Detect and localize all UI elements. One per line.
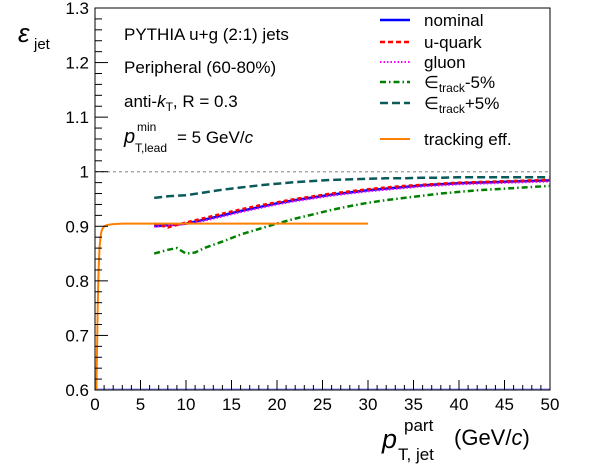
annotation-pt-p: p <box>123 126 135 148</box>
x-tick-label: 50 <box>541 395 560 414</box>
legend-track-minus-sub: track <box>439 81 466 95</box>
annotation-pt-c: c <box>245 128 254 147</box>
x-tick-label: 10 <box>177 395 196 414</box>
legend-track-plus-post: +5% <box>465 94 500 113</box>
legend-label-tracking-eff: tracking eff. <box>424 130 512 149</box>
annotation-pt-value: = 5 GeV/c <box>177 128 254 147</box>
series-line-tracking-eff <box>95 222 368 391</box>
annotation-generator: PYTHIA u+g (2:1) jets <box>124 25 289 44</box>
x-tick-label: 40 <box>450 395 469 414</box>
x-tick-label: 15 <box>222 395 241 414</box>
x-tick-label: 25 <box>313 395 332 414</box>
legend-track-minus-post: -5% <box>465 73 495 92</box>
series-line-track-5 <box>154 175 550 200</box>
annotation-block: PYTHIA u+g (2:1) jets Peripheral (60-80%… <box>123 25 289 155</box>
y-axis-label-main: ε <box>18 18 30 48</box>
x-axis-label-sup: part <box>404 416 434 435</box>
y-axis-label-sub: jet <box>33 36 51 53</box>
legend-label-nominal: nominal <box>424 11 484 30</box>
x-axis-label-main: p <box>381 424 397 454</box>
annotation-pt-sup: min <box>137 120 156 134</box>
x-tick-label: 45 <box>495 395 514 414</box>
series-layer <box>95 175 551 391</box>
x-tick-label: 30 <box>359 395 378 414</box>
x-tick-label: 20 <box>268 395 287 414</box>
series-line-track-5 <box>153 184 551 255</box>
annotation-algo-post: , R = 0.3 <box>173 92 238 111</box>
annotation-algo-k: k <box>157 92 167 111</box>
legend-label-u-quark: u-quark <box>424 33 482 52</box>
y-tick-label: 1.1 <box>65 108 89 127</box>
annotation-pt-post: = 5 GeV/ <box>177 128 245 147</box>
series-line-u-quark <box>153 178 551 229</box>
x-axis-label: p part T, jet (GeV/c) <box>381 416 530 464</box>
x-axis-label-sub: T, jet <box>398 445 434 464</box>
x-axis-unit-pre: (GeV/ <box>454 425 512 450</box>
axis-ticks: 0 5 10 15 20 25 30 35 40 45 50 0.6 0.7 0.8 0.9 1 1.1 1.2 1… <box>65 0 559 414</box>
legend-track-plus-sub: track <box>439 102 466 116</box>
y-tick-label: 0.7 <box>65 326 89 345</box>
y-tick-label: 0.9 <box>65 217 89 236</box>
x-axis-unit: (GeV/c) <box>454 425 530 450</box>
annotation-algo-pre: anti- <box>124 92 157 111</box>
legend-track-plus-pre: ∈ <box>424 94 439 113</box>
x-tick-label: 5 <box>136 395 145 414</box>
legend-label-track-minus: ∈track-5% <box>424 73 495 95</box>
y-tick-label: 0.6 <box>65 381 89 400</box>
y-tick-label: 1 <box>80 163 89 182</box>
legend: nominal u-quark gluon ∈track-5% ∈track+5… <box>380 11 512 149</box>
y-tick-label: 0.8 <box>65 272 89 291</box>
legend-label-gluon: gluon <box>424 53 466 72</box>
x-tick-label: 35 <box>404 395 423 414</box>
reference-line-group <box>95 171 550 390</box>
x-tick-label: 0 <box>90 395 99 414</box>
legend-label-track-plus: ∈track+5% <box>424 94 499 116</box>
annotation-algorithm: anti-kT, R = 0.3 <box>124 92 238 114</box>
legend-track-minus-pre: ∈ <box>424 73 439 92</box>
annotation-algo-sub: T <box>166 100 174 114</box>
x-axis-unit-c: c <box>511 425 522 450</box>
series-line-gluon <box>154 180 551 228</box>
annotation-centrality: Peripheral (60-80%) <box>124 58 276 77</box>
y-axis-label: ε jet <box>18 18 51 53</box>
y-tick-label: 1.3 <box>65 0 89 18</box>
x-axis-unit-post: ) <box>522 425 529 450</box>
y-tick-label: 1.2 <box>65 54 89 73</box>
annotation-pt-sub: T,lead <box>135 141 167 155</box>
